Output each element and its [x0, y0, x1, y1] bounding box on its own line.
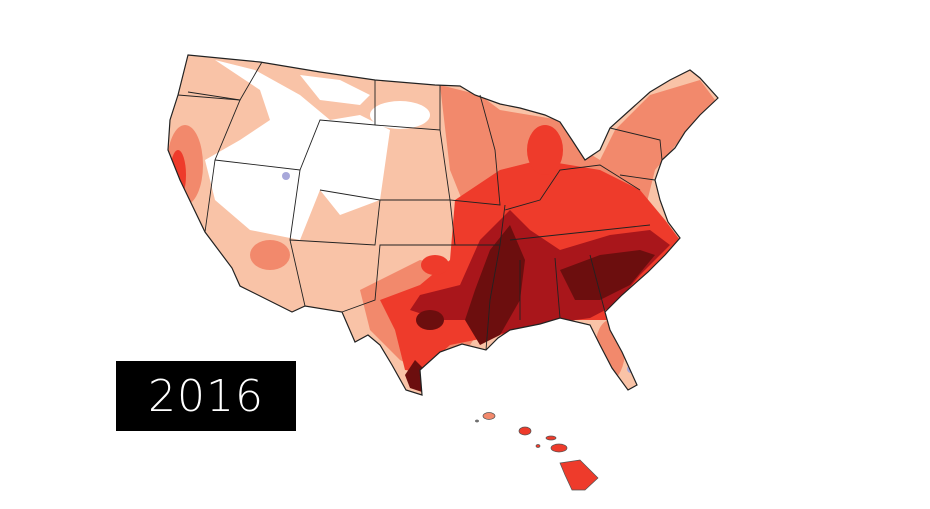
hawaii-island	[475, 419, 479, 423]
hawaii-island	[550, 443, 568, 453]
year-label: 2016	[116, 361, 296, 431]
region-extreme	[405, 360, 425, 392]
region-none	[300, 75, 370, 105]
region-extreme	[416, 310, 444, 330]
region-high	[527, 125, 563, 175]
hawaii-island	[482, 412, 496, 420]
region-below	[282, 172, 290, 180]
contiguous-us	[167, 54, 719, 396]
region-none	[370, 101, 430, 129]
hawaii-island	[545, 435, 557, 441]
region-moderate	[250, 240, 290, 270]
hawaii-island	[518, 426, 532, 436]
state-borders	[177, 61, 663, 351]
region-none	[205, 60, 390, 240]
region-extreme	[560, 250, 655, 300]
hawaii-island	[535, 444, 541, 448]
region-extreme	[465, 225, 525, 345]
hawaii-big-island	[559, 459, 599, 491]
region-high	[421, 255, 449, 275]
hawaii	[475, 412, 599, 491]
